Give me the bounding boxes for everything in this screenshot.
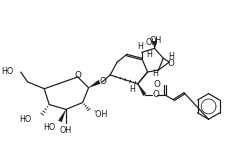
Text: OH: OH	[145, 38, 158, 47]
Text: HO: HO	[1, 67, 14, 75]
Text: H: H	[168, 52, 174, 61]
Text: OH: OH	[60, 126, 72, 135]
Text: O: O	[152, 90, 159, 99]
Text: O: O	[168, 59, 175, 68]
Text: H: H	[137, 42, 143, 51]
Text: H: H	[152, 69, 158, 79]
Text: 'OH: 'OH	[94, 110, 108, 119]
Polygon shape	[153, 41, 156, 48]
Text: HO: HO	[43, 123, 55, 132]
Polygon shape	[59, 109, 66, 122]
Text: HO: HO	[19, 115, 32, 124]
Text: O: O	[100, 77, 107, 86]
Text: H: H	[129, 85, 135, 94]
Text: O: O	[154, 80, 160, 89]
Polygon shape	[138, 84, 146, 96]
Text: H: H	[147, 50, 152, 59]
Polygon shape	[88, 80, 100, 88]
Text: OH: OH	[149, 36, 162, 45]
Text: O: O	[74, 71, 81, 80]
